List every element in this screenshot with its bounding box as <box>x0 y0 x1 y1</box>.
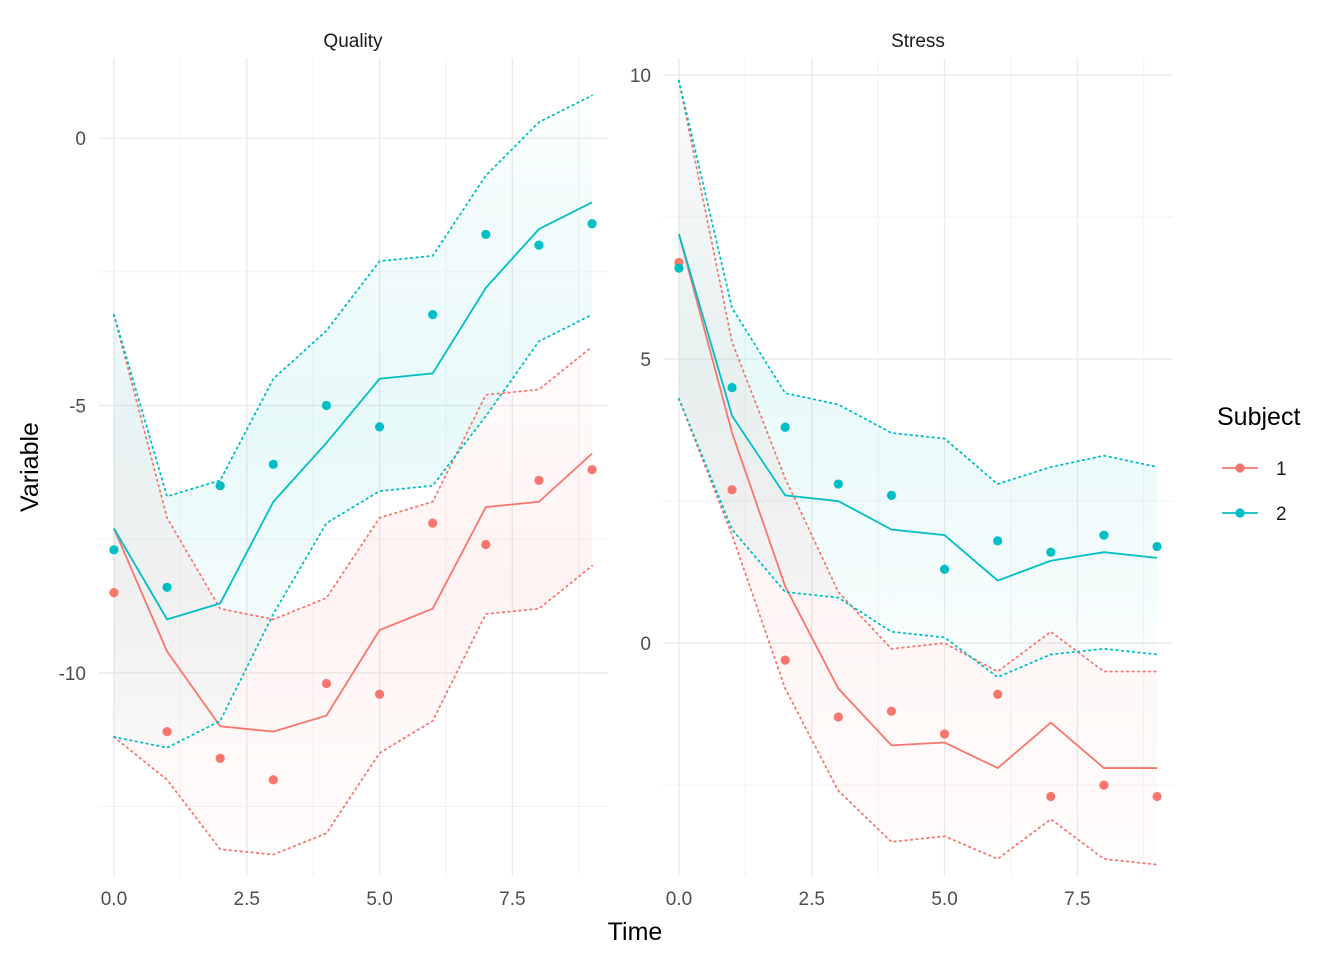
legend-item-1: 1 <box>1222 459 1287 480</box>
legend: Subject 1 2 <box>1217 403 1300 525</box>
data-point-subject-2 <box>1099 530 1109 540</box>
data-point-subject-1 <box>374 689 385 699</box>
legend-title: Subject <box>1217 403 1300 431</box>
data-point-subject-2 <box>727 382 737 393</box>
fit-line-subject-1 <box>113 452 593 733</box>
x-tick-label: 2.5 <box>234 889 260 910</box>
x-tick-label: 5.0 <box>366 889 392 910</box>
upper-bound-line-subject-1 <box>113 313 593 621</box>
x-tick-label: 7.5 <box>1064 889 1090 910</box>
data-point-subject-2 <box>481 229 491 240</box>
legend-label: 2 <box>1276 504 1287 525</box>
x-tick-label: 5.0 <box>931 889 957 910</box>
data-point-subject-2 <box>534 240 544 250</box>
data-point-subject-2 <box>1152 541 1162 552</box>
data-point-subject-2 <box>780 422 790 432</box>
data-point-subject-1 <box>109 588 119 598</box>
y-tick-label: 10 <box>630 66 651 87</box>
lower-bound-line-subject-2 <box>678 397 1158 679</box>
data-point-subject-1 <box>833 712 843 722</box>
upper-bound-line-subject-1 <box>678 79 1158 673</box>
data-point-subject-1 <box>587 465 597 475</box>
panel-stress: Stress 0.0 2.5 5.0 7.5 10 5 0 <box>630 31 1173 910</box>
x-tick-label: 0.0 <box>666 889 692 910</box>
legend-label: 1 <box>1276 459 1287 480</box>
data-point-subject-2 <box>374 422 385 432</box>
y-axis-title: Variable <box>16 422 44 512</box>
legend-key-point <box>1235 508 1245 518</box>
data-point-subject-1 <box>534 475 544 485</box>
fit-line-subject-1 <box>678 233 1158 770</box>
data-point-subject-1 <box>481 539 491 550</box>
x-tick-label: 2.5 <box>799 889 825 910</box>
upper-bound-line-subject-2 <box>678 79 1158 486</box>
data-point-subject-2 <box>162 582 172 592</box>
facet-title: Quality <box>323 31 383 52</box>
data-point-subject-1 <box>215 753 225 763</box>
y-tick-label: -10 <box>59 664 86 685</box>
data-point-subject-1 <box>727 485 737 495</box>
legend-item-2: 2 <box>1222 504 1287 525</box>
panel-quality: Quality 0.0 2.5 5.0 7.5 0 -5 -10 <box>59 31 608 910</box>
data-point-subject-1 <box>1152 791 1162 802</box>
fit-line-subject-2 <box>678 233 1158 582</box>
ribbon-subject-1 <box>113 314 593 855</box>
lower-bound-line-subject-1 <box>678 397 1158 866</box>
data-point-subject-1 <box>993 689 1003 699</box>
data-point-subject-2 <box>674 263 684 273</box>
data-point-subject-2 <box>268 459 278 469</box>
data-point-subject-1 <box>939 729 950 739</box>
data-point-subject-2 <box>993 536 1003 546</box>
data-point-subject-2 <box>321 400 332 411</box>
upper-bound-line-subject-2 <box>113 94 593 498</box>
data-point-subject-2 <box>428 310 438 320</box>
ribbon-subject-2 <box>678 80 1158 678</box>
lower-bound-line-subject-1 <box>113 565 593 856</box>
y-tick-label: 0 <box>640 634 651 655</box>
y-tick-label: -5 <box>69 397 86 418</box>
ribbon-subject-1 <box>678 80 1158 865</box>
data-point-subject-1 <box>321 678 332 689</box>
lower-bound-line-subject-2 <box>113 313 593 749</box>
data-point-subject-1 <box>886 706 897 716</box>
data-point-subject-2 <box>109 545 119 555</box>
fit-line-subject-2 <box>113 201 593 621</box>
data-point-subject-1 <box>780 655 790 665</box>
data-point-subject-2 <box>939 564 950 574</box>
data-point-subject-2 <box>886 490 897 501</box>
facet-title: Stress <box>891 31 945 52</box>
data-point-subject-2 <box>215 481 225 491</box>
y-tick-label: 0 <box>75 129 86 150</box>
data-point-subject-2 <box>587 219 597 229</box>
data-point-subject-1 <box>1046 791 1056 802</box>
data-point-subject-1 <box>428 518 438 528</box>
x-tick-label: 7.5 <box>499 889 525 910</box>
facet-panels: Quality 0.0 2.5 5.0 7.5 0 -5 -10 Stress 0.0 2.5 5.0… <box>59 31 1173 910</box>
x-axis-title: Time <box>608 918 663 946</box>
y-tick-label: 5 <box>640 350 651 371</box>
data-point-subject-1 <box>268 775 278 785</box>
ribbon-subject-2 <box>113 95 593 748</box>
data-point-subject-2 <box>833 479 843 489</box>
data-point-subject-1 <box>162 727 172 737</box>
data-point-subject-2 <box>1046 547 1056 557</box>
data-point-subject-1 <box>1099 780 1109 790</box>
legend-key-point <box>1235 463 1245 473</box>
x-tick-label: 0.0 <box>101 889 127 910</box>
